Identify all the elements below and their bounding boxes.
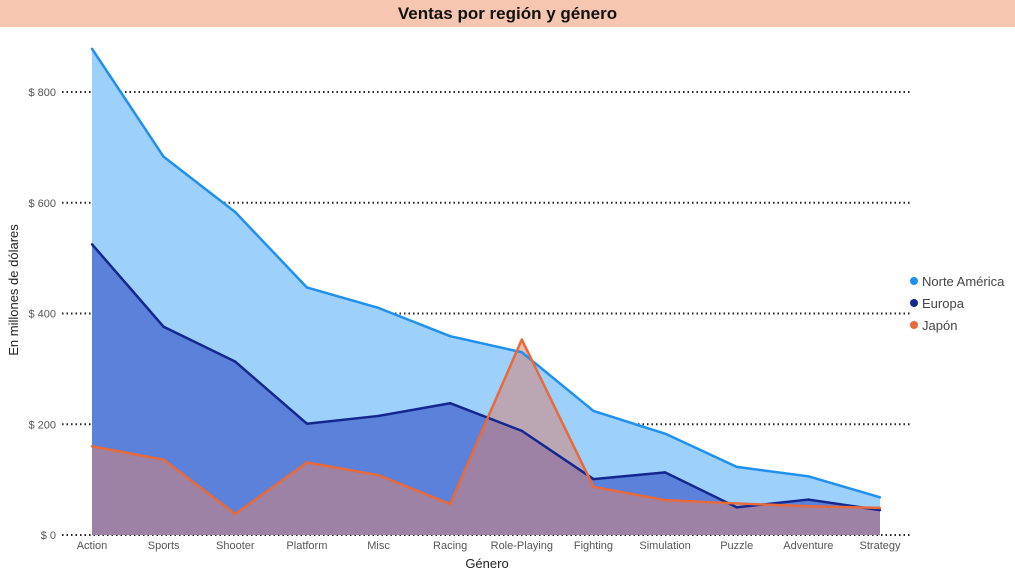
data-point xyxy=(878,508,882,512)
legend-item[interactable]: Norte América xyxy=(910,270,1004,292)
data-point xyxy=(234,512,237,516)
x-tick-label: Platform xyxy=(286,540,327,552)
data-point xyxy=(878,496,882,499)
legend-label: Norte América xyxy=(922,273,1005,289)
x-tick-label: Adventure xyxy=(783,540,833,552)
data-point xyxy=(377,414,380,418)
data-point xyxy=(735,506,738,509)
data-point xyxy=(807,505,810,508)
data-point xyxy=(162,155,165,158)
legend-label: Japón xyxy=(922,317,958,333)
data-point xyxy=(592,485,595,489)
legend-item[interactable]: Japón xyxy=(910,314,1004,336)
data-point xyxy=(663,432,667,435)
series-line-1 xyxy=(91,243,881,512)
data-point xyxy=(735,502,738,505)
data-point xyxy=(90,445,94,448)
data-point xyxy=(305,286,309,289)
data-point xyxy=(663,471,667,474)
data-point xyxy=(448,402,452,405)
y-tick-label: $ 0 xyxy=(41,530,56,542)
data-point xyxy=(520,338,524,341)
data-point xyxy=(520,429,524,433)
data-point xyxy=(878,506,882,510)
data-point xyxy=(90,243,94,246)
data-point xyxy=(305,422,309,425)
data-point xyxy=(162,458,165,461)
data-point xyxy=(90,47,94,51)
legend-marker xyxy=(910,321,918,329)
series-line-0 xyxy=(90,48,881,499)
data-point xyxy=(807,498,810,501)
x-tick-label: Fighting xyxy=(574,540,613,552)
data-point xyxy=(305,461,309,464)
legend-marker xyxy=(910,277,918,285)
data-point xyxy=(377,306,380,310)
data-point xyxy=(520,351,524,354)
y-tick-label: $ 200 xyxy=(28,419,56,431)
data-point xyxy=(592,477,595,481)
data-point xyxy=(234,210,237,214)
data-point xyxy=(448,502,452,506)
data-point xyxy=(735,465,738,469)
x-tick-label: Puzzle xyxy=(720,540,753,552)
x-tick-label: Strategy xyxy=(860,540,901,552)
data-point xyxy=(234,360,237,363)
chart-title-bar: Ventas por región y género xyxy=(0,0,1015,27)
x-tick-label: Racing xyxy=(433,540,467,552)
data-point xyxy=(592,409,595,413)
series-area-1 xyxy=(92,244,880,535)
data-point xyxy=(807,475,810,478)
data-point xyxy=(448,335,452,338)
legend-item[interactable]: Europa xyxy=(910,292,1004,314)
x-tick-label: Sports xyxy=(148,540,180,552)
y-tick-label: $ 600 xyxy=(28,198,56,210)
y-tick-label: $ 800 xyxy=(28,87,56,99)
legend-label: Europa xyxy=(922,295,964,311)
chart-title: Ventas por región y género xyxy=(397,3,618,23)
x-tick-label: Action xyxy=(77,540,108,552)
data-point xyxy=(663,498,667,502)
y-tick-label: $ 400 xyxy=(28,309,56,321)
x-tick-label: Misc xyxy=(367,540,390,552)
legend-marker xyxy=(910,299,918,307)
x-tick-label: Simulation xyxy=(639,540,690,552)
x-tick-label: Shooter xyxy=(216,540,255,552)
series-area-2 xyxy=(92,339,880,535)
x-axis-title: Género xyxy=(465,556,508,571)
x-tick-label: Role-Playing xyxy=(491,540,553,552)
series-line-2 xyxy=(91,338,881,516)
data-point xyxy=(162,325,165,328)
data-point xyxy=(377,473,380,477)
chart-legend: Norte América Europa Japón xyxy=(910,270,1004,336)
y-axis-title: En millones de dólares xyxy=(6,224,21,356)
